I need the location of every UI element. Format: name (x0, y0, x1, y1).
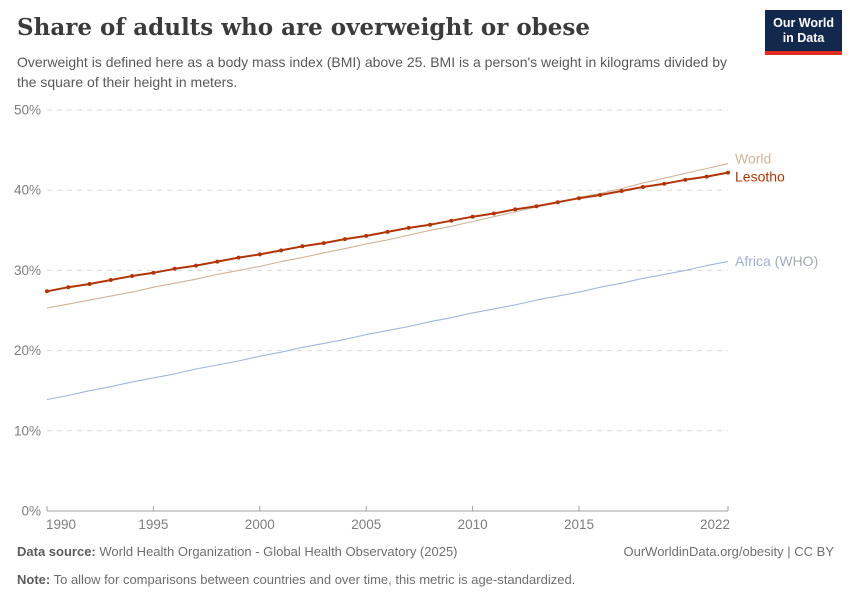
series-marker-lesotho-2021 (704, 174, 709, 179)
series-marker-lesotho-2012 (513, 207, 518, 212)
series-marker-lesotho-1999 (236, 255, 241, 260)
series-label-lesotho[interactable]: Lesotho (735, 169, 785, 185)
series-marker-lesotho-2013 (534, 204, 539, 209)
y-tick-label-0: 0% (21, 504, 41, 519)
series-marker-lesotho-2015 (577, 196, 581, 201)
series-marker-lesotho-2005 (364, 233, 369, 238)
page-title: Share of adults who are overweight or ob… (17, 14, 590, 41)
x-tick-label-2010: 2010 (458, 517, 488, 532)
chart-footer: Data source: World Health Organization -… (17, 544, 834, 600)
series-marker-lesotho-2022 (726, 170, 730, 175)
chart-subtitle: Overweight is defined here as a body mas… (17, 54, 728, 91)
owid-logo-line1: Our World (773, 16, 834, 30)
series-marker-lesotho-2007 (406, 225, 411, 230)
series-marker-lesotho-2018 (640, 185, 645, 189)
series-marker-lesotho-2016 (598, 193, 603, 197)
license-link[interactable]: OurWorldinData.org/obesity | CC BY (623, 544, 835, 559)
series-marker-lesotho-2009 (449, 218, 454, 223)
series-marker-lesotho-2002 (300, 244, 305, 249)
x-tick-label-1990: 1990 (46, 517, 76, 532)
x-tick-label-2005: 2005 (351, 517, 381, 532)
series-marker-lesotho-2000 (257, 252, 262, 257)
series-label-part: Africa (735, 253, 771, 269)
x-tick-label-2000: 2000 (245, 517, 275, 532)
series-label-world[interactable]: World (735, 151, 771, 167)
series-marker-lesotho-2008 (428, 222, 433, 227)
series-marker-lesotho-2001 (279, 248, 284, 253)
series-marker-lesotho-1995 (151, 270, 156, 275)
series-line-africa-who[interactable] (46, 261, 729, 401)
x-tick-label-1995: 1995 (138, 517, 168, 532)
series-label-africa-who[interactable]: Africa (WHO) (735, 253, 818, 269)
series-marker-lesotho-2014 (555, 200, 560, 205)
y-tick-label-10: 10% (14, 423, 41, 438)
y-tick-label-30: 30% (14, 263, 41, 278)
owid-logo[interactable]: Our World in Data (765, 10, 842, 55)
series-marker-lesotho-1996 (172, 266, 177, 271)
series-marker-lesotho-2010 (470, 214, 475, 219)
series-marker-lesotho-1990 (45, 289, 49, 294)
x-tick-label-2015: 2015 (564, 517, 594, 532)
series-marker-lesotho-2011 (491, 211, 496, 216)
series-marker-lesotho-2006 (385, 229, 390, 234)
series-marker-lesotho-1997 (194, 263, 198, 268)
footer-note-label: Note: (17, 572, 51, 587)
series-marker-lesotho-2003 (321, 241, 326, 246)
series-marker-lesotho-2020 (683, 177, 688, 182)
series-marker-lesotho-2004 (342, 237, 347, 242)
y-tick-label-50: 50% (14, 103, 41, 118)
series-marker-lesotho-1998 (215, 259, 220, 264)
footer-note-value: To allow for comparisons between countri… (50, 572, 576, 587)
x-tick-label-2022: 2022 (700, 517, 730, 532)
data-source-label: Data source: (17, 544, 96, 559)
series-marker-lesotho-2017 (619, 189, 624, 193)
series-marker-lesotho-2019 (662, 181, 667, 186)
series-marker-lesotho-1991 (66, 285, 71, 290)
footer-note: Note: To allow for comparisons between c… (17, 572, 834, 587)
series-marker-lesotho-1994 (130, 274, 135, 278)
owid-logo-line2: in Data (782, 31, 825, 45)
series-label-part: (WHO) (771, 253, 818, 269)
series-line-world[interactable] (46, 163, 729, 309)
series-marker-lesotho-1992 (87, 282, 92, 286)
chart-canvas[interactable]: 0% 10% 20% 30% 40% 50% 1990 1995 2000 2005 2010 201… (0, 95, 850, 545)
series-marker-lesotho-1993 (108, 278, 113, 282)
y-tick-label-40: 40% (14, 183, 41, 198)
data-source: Data source: World Health Organization -… (17, 544, 458, 559)
data-source-value: World Health Organization - Global Healt… (95, 544, 458, 559)
y-tick-label-20: 20% (14, 343, 41, 358)
